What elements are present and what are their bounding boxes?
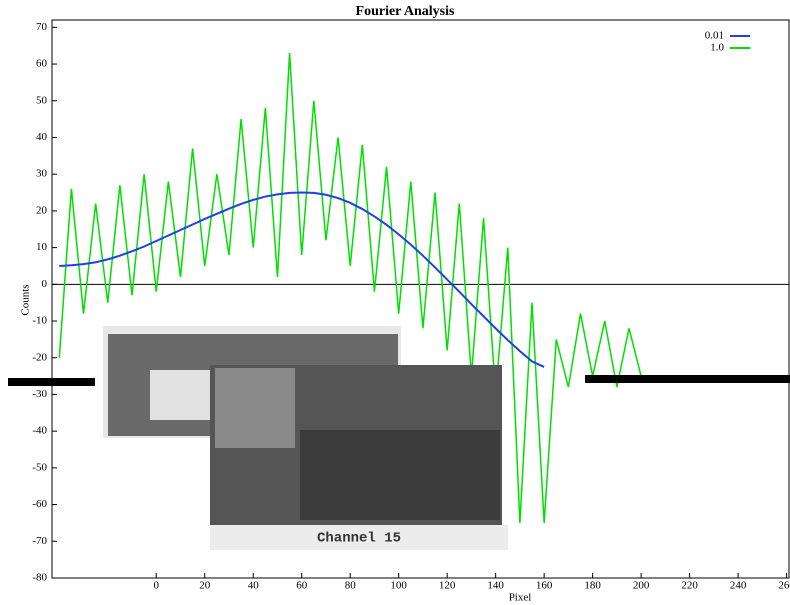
y-tick-label: 60: [36, 58, 48, 70]
plot-frame: [51, 19, 790, 579]
series-line: [59, 191, 545, 368]
y-tick-label: 70: [36, 21, 48, 33]
y-tick-label: 40: [36, 131, 48, 143]
x-tick-label: 260: [778, 580, 790, 592]
x-tick-label: 40: [248, 580, 260, 592]
x-tick-label: 120: [439, 580, 456, 592]
x-tick-label: 220: [681, 580, 698, 592]
x-tick-label: 60: [296, 580, 308, 592]
glitch: [150, 370, 210, 420]
x-axis-label: Pixel: [509, 592, 532, 604]
image-cloud: [215, 368, 295, 448]
x-tick-label: 180: [584, 580, 601, 592]
image-land: [300, 430, 500, 520]
x-tick-label: 140: [487, 580, 504, 592]
y-tick-label: -60: [32, 498, 47, 510]
caption-box: [210, 525, 508, 550]
y-tick-label: 0: [42, 278, 48, 290]
y-axis-label: Counts: [20, 284, 32, 315]
glitch-bar: [8, 378, 95, 386]
y-tick-label: 10: [36, 241, 48, 253]
y-tick-label: -70: [32, 535, 47, 547]
caption: Channel 15: [317, 531, 401, 547]
y-tick-label: 30: [36, 168, 48, 180]
x-tick-label: 200: [633, 580, 650, 592]
x-tick-label: 100: [390, 580, 407, 592]
y-tick-label: 50: [36, 94, 48, 106]
x-tick-label: 0: [153, 580, 159, 592]
x-tick-label: 20: [199, 580, 211, 592]
plot: 706050403020100-10-20-30-40-50-60-70-800…: [32, 21, 790, 592]
x-tick-label: 80: [345, 580, 357, 592]
y-tick-label: 20: [36, 204, 48, 216]
y-tick-label: -50: [32, 461, 47, 473]
y-tick-label: -10: [32, 315, 47, 327]
y-tick-label: -80: [32, 572, 47, 584]
y-tick-label: -20: [32, 351, 47, 363]
overlays: Channel 15: [8, 326, 790, 550]
x-tick-label: 240: [730, 580, 747, 592]
chart-title: Fourier Analysis: [356, 4, 455, 19]
y-tick-label: -40: [32, 425, 47, 437]
glitch-bar: [585, 375, 790, 383]
x-tick-label: 160: [536, 580, 553, 592]
series-line: [58, 52, 642, 523]
legend-label: 0.01: [705, 30, 724, 42]
legend-label: 1.0: [710, 42, 724, 54]
y-tick-label: -30: [32, 388, 47, 400]
